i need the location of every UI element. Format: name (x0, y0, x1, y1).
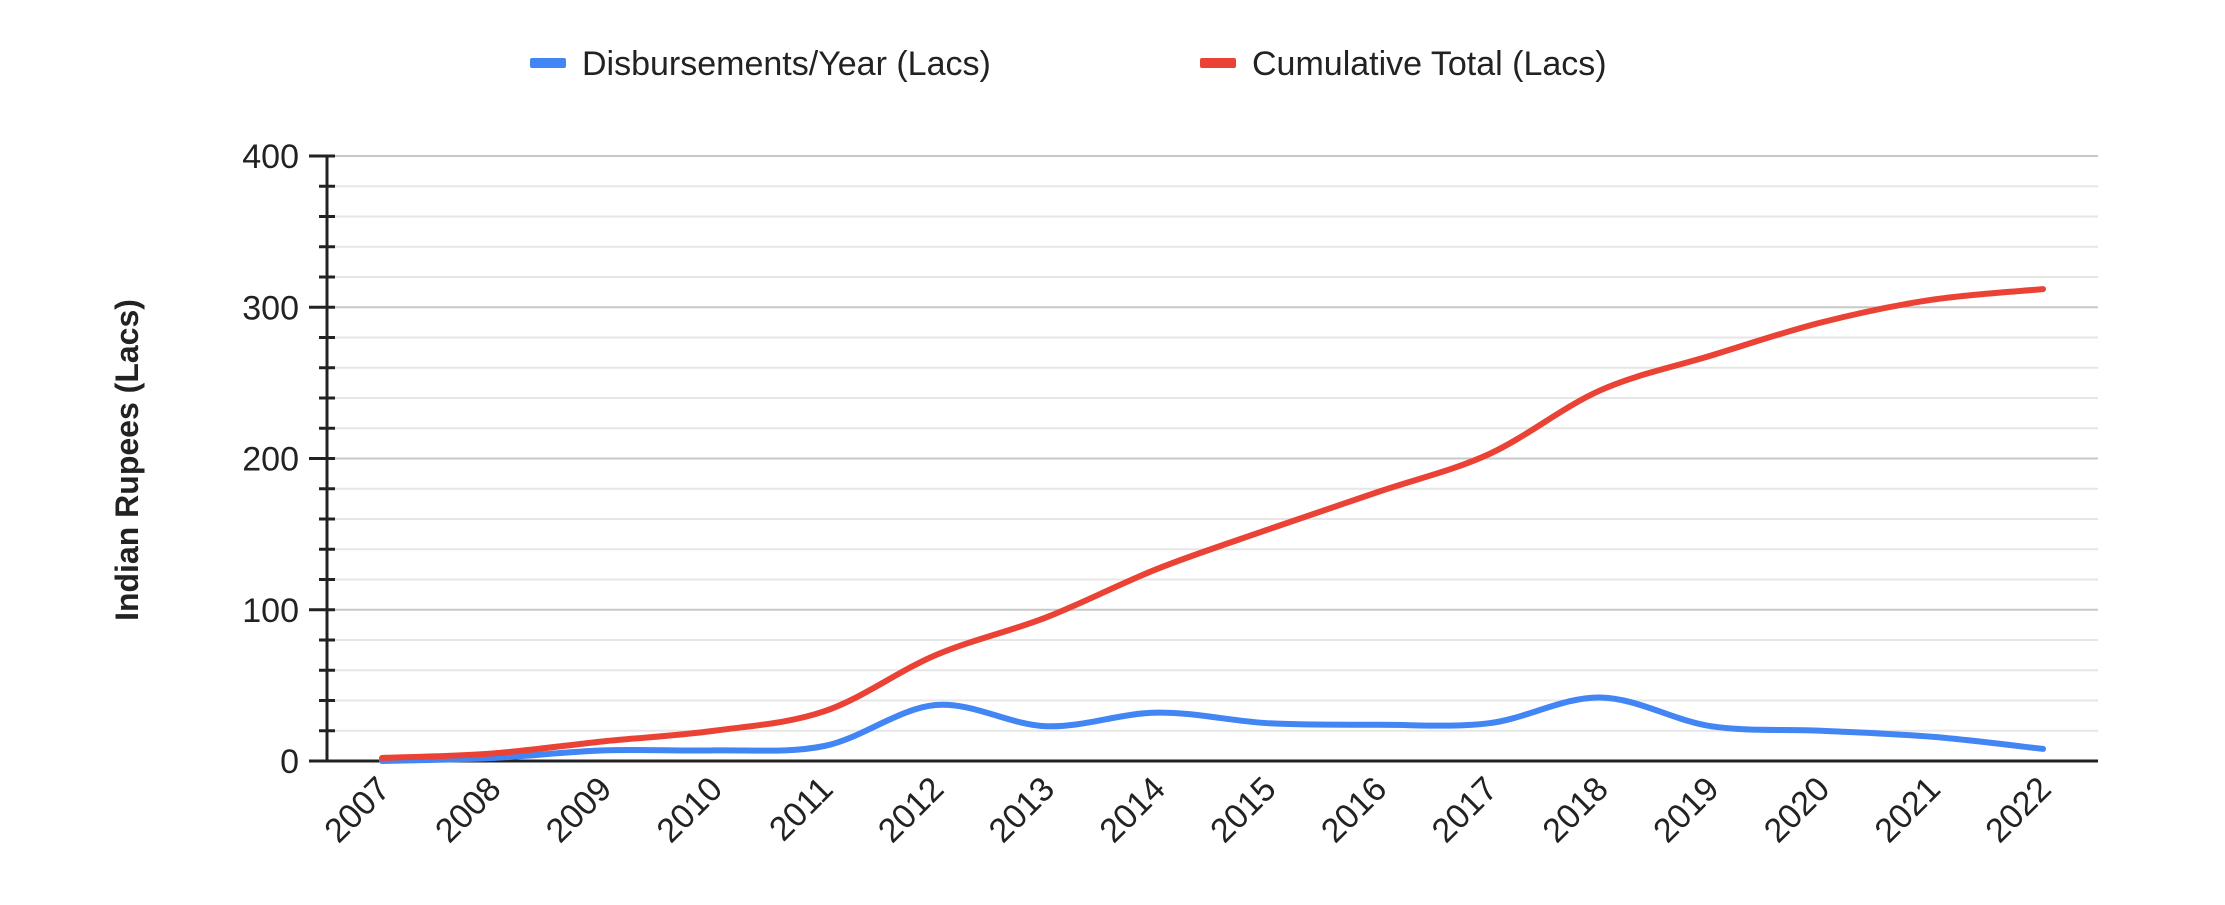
x-tick-label: 2017 (1425, 770, 1505, 850)
x-tick-label: 2019 (1646, 770, 1726, 850)
x-axis-ticks: 2007 2008 2009 2010 2011 2012 2013 2014 2015 2016… (317, 770, 2058, 850)
legend-swatch-disbursements (530, 58, 566, 68)
y-tick-label: 400 (242, 138, 299, 176)
series-line-cumulative (379, 286, 2046, 761)
x-tick-label: 2020 (1757, 770, 1837, 850)
x-tick-label: 2008 (428, 770, 508, 850)
y-axis-ticks: 0 100 200 300 400 (242, 138, 335, 781)
series-line-disbursements (379, 694, 2046, 764)
x-tick-label: 2016 (1314, 770, 1394, 850)
x-tick-label: 2022 (1978, 770, 2058, 850)
x-tick-label: 2009 (539, 770, 619, 850)
y-tick-label: 200 (242, 441, 299, 479)
x-tick-label: 2014 (1092, 770, 1172, 850)
legend-label-cumulative: Cumulative Total (Lacs) (1252, 45, 1607, 83)
legend-label-disbursements: Disbursements/Year (Lacs) (582, 45, 991, 83)
gridlines (317, 155, 2098, 763)
x-tick-label: 2007 (317, 770, 397, 850)
series-lines (379, 286, 2046, 764)
legend: Disbursements/Year (Lacs) Cumulative Tot… (530, 45, 1607, 83)
y-tick-label: 100 (242, 592, 299, 630)
x-tick-label: 2018 (1535, 770, 1615, 850)
x-tick-label: 2010 (650, 770, 730, 850)
x-tick-label: 2011 (762, 770, 841, 849)
y-tick-label: 0 (280, 743, 299, 781)
legend-item-cumulative[interactable]: Cumulative Total (Lacs) (1200, 45, 1607, 83)
x-tick-label: 2013 (982, 770, 1062, 850)
x-tick-label: 2021 (1868, 770, 1948, 850)
y-axis-label: Indian Rupees (Lacs) (109, 299, 145, 621)
x-tick-label: 2012 (871, 770, 951, 850)
x-tick-label: 2015 (1203, 770, 1283, 850)
y-tick-label: 300 (242, 289, 299, 327)
legend-swatch-cumulative (1200, 58, 1236, 68)
legend-item-disbursements[interactable]: Disbursements/Year (Lacs) (530, 45, 991, 83)
